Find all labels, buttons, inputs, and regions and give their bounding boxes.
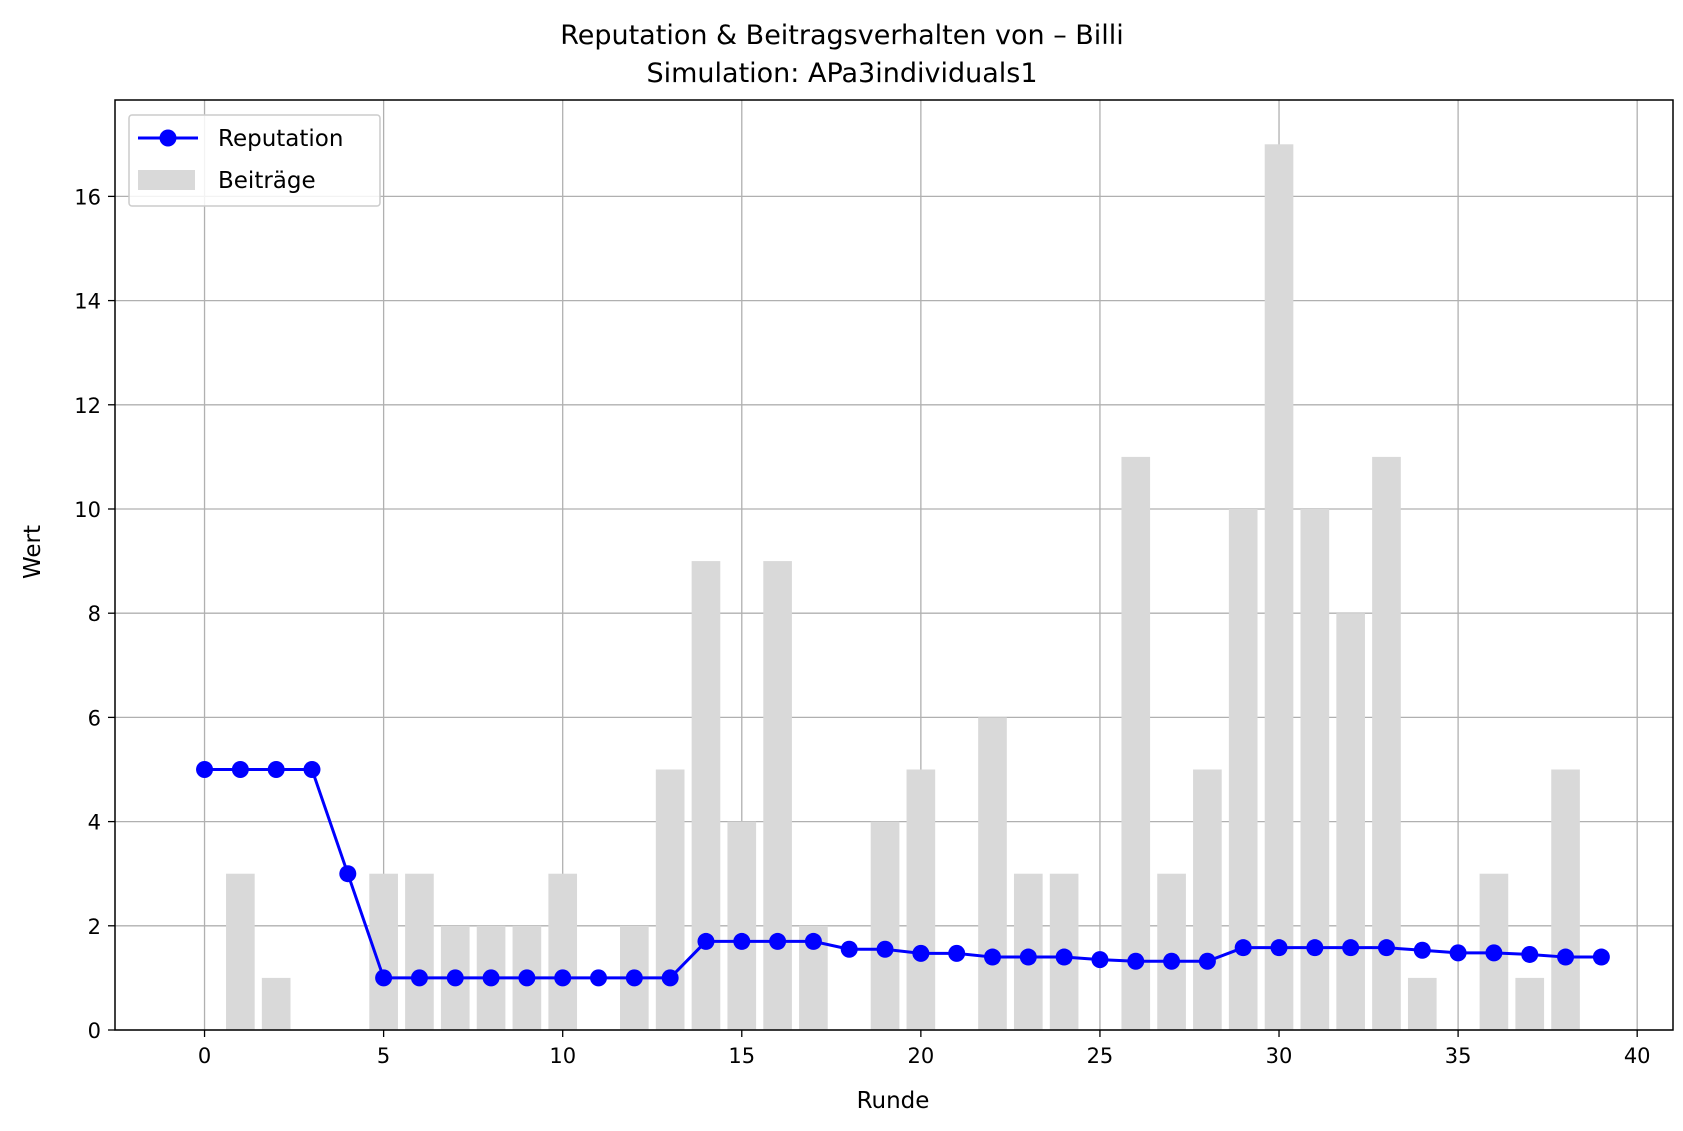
x-axis-label: Runde (857, 1088, 930, 1114)
reputation-point (625, 969, 643, 987)
bar-beitrag (906, 769, 936, 1030)
x-tick-label: 30 (1266, 1044, 1293, 1068)
reputation-point (733, 932, 751, 950)
bar-beitrag (1264, 144, 1294, 1031)
reputation-point (518, 969, 536, 987)
reputation-point (1019, 948, 1037, 966)
reputation-point (1234, 939, 1252, 957)
bar-beitrag (1336, 613, 1365, 1030)
legend-reputation-label: Reputation (218, 126, 343, 152)
bar-beitrag (1121, 456, 1151, 1030)
reputation-point (410, 969, 428, 987)
bar-beitrag (261, 977, 291, 1030)
reputation-point (1485, 944, 1503, 962)
bar-beitrag (763, 561, 792, 1030)
reputation-point (303, 760, 321, 778)
chart-subtitle: Simulation: APa3individuals1 (646, 58, 1037, 89)
reputation-point (1163, 952, 1181, 970)
x-tick-label: 25 (1087, 1044, 1114, 1068)
bar-beitrag (691, 561, 721, 1030)
reputation-point (1306, 939, 1324, 957)
reputation-point (1413, 941, 1431, 959)
reputation-point (1091, 951, 1109, 969)
bar-beitrag (548, 873, 578, 1030)
y-tick-label: 0 (88, 1019, 101, 1043)
bar-beitrag (1407, 977, 1437, 1030)
reputation-point (339, 865, 357, 883)
reputation-point (1557, 948, 1575, 966)
reputation-point (1270, 939, 1288, 957)
x-tick-label: 5 (377, 1044, 390, 1068)
reputation-point (1055, 948, 1073, 966)
x-tick-label: 35 (1445, 1044, 1472, 1068)
reputation-point (661, 969, 679, 987)
y-tick-label: 10 (74, 498, 101, 522)
bar-beitrag (226, 873, 255, 1030)
reputation-point (697, 932, 715, 950)
y-tick-label: 4 (88, 811, 101, 835)
bar-beitrag (727, 821, 757, 1030)
reputation-point (196, 760, 214, 778)
reputation-point (948, 944, 966, 962)
y-tick-label: 8 (88, 602, 101, 626)
reputation-point (876, 940, 894, 958)
reputation-line (204, 767, 1602, 980)
reputation-point (554, 969, 572, 987)
bar-beitrag (1551, 769, 1580, 1030)
bar-beitrag (405, 873, 434, 1030)
x-tick-label: 15 (728, 1044, 755, 1068)
bar-beitrag (1193, 769, 1222, 1030)
y-tick-label: 14 (74, 290, 101, 314)
reputation-point (482, 969, 500, 987)
reputation-point (804, 932, 822, 950)
reputation-line-layer (196, 760, 1610, 987)
reputation-point (267, 760, 285, 778)
bar-beitrag (655, 769, 685, 1030)
reputation-point (375, 969, 393, 987)
legend-beitraege-label: Beiträge (218, 168, 316, 194)
y-tick-label: 2 (88, 915, 101, 939)
reputation-point (1449, 944, 1467, 962)
bar-beitrag (1515, 977, 1545, 1030)
y-tick-label: 16 (74, 185, 101, 209)
x-tick-label: 10 (549, 1044, 576, 1068)
reputation-point (590, 969, 608, 987)
reputation-point (769, 932, 787, 950)
reputation-point (1342, 939, 1360, 957)
y-tick-label: 12 (74, 394, 101, 418)
reputation-point (1127, 952, 1145, 970)
reputation-point (446, 969, 464, 987)
x-tick-label: 0 (198, 1044, 211, 1068)
x-ticks: 0 5 10 15 20 25 30 35 40 (198, 1030, 1651, 1068)
reputation-point (912, 944, 930, 962)
bars (226, 144, 1580, 1031)
x-tick-label: 20 (907, 1044, 934, 1068)
x-tick-label: 40 (1624, 1044, 1651, 1068)
bar-beitrag (1157, 873, 1186, 1030)
reputation-point (840, 940, 858, 958)
legend-reputation-marker (159, 129, 177, 147)
bar-beitrag (1372, 456, 1401, 1030)
y-ticks: 0 2 4 6 8 10 12 14 16 (74, 185, 115, 1043)
reputation-point (1592, 948, 1610, 966)
bar-beitrag (870, 821, 900, 1030)
chart-title: Reputation & Beitragsverhalten von – Bil… (560, 20, 1124, 51)
reputation-point (1198, 952, 1216, 970)
bar-beitrag (978, 717, 1007, 1030)
reputation-point (231, 760, 249, 778)
y-tick-label: 6 (88, 706, 101, 730)
plot-frame (114, 99, 1674, 1031)
y-axis-label: Wert (20, 525, 46, 579)
reputation-point (983, 948, 1001, 966)
legend-beitraege-swatch (138, 170, 195, 190)
reputation-point (1521, 945, 1539, 963)
legend: Reputation Beiträge (128, 114, 381, 207)
reputation-point (1377, 939, 1395, 957)
